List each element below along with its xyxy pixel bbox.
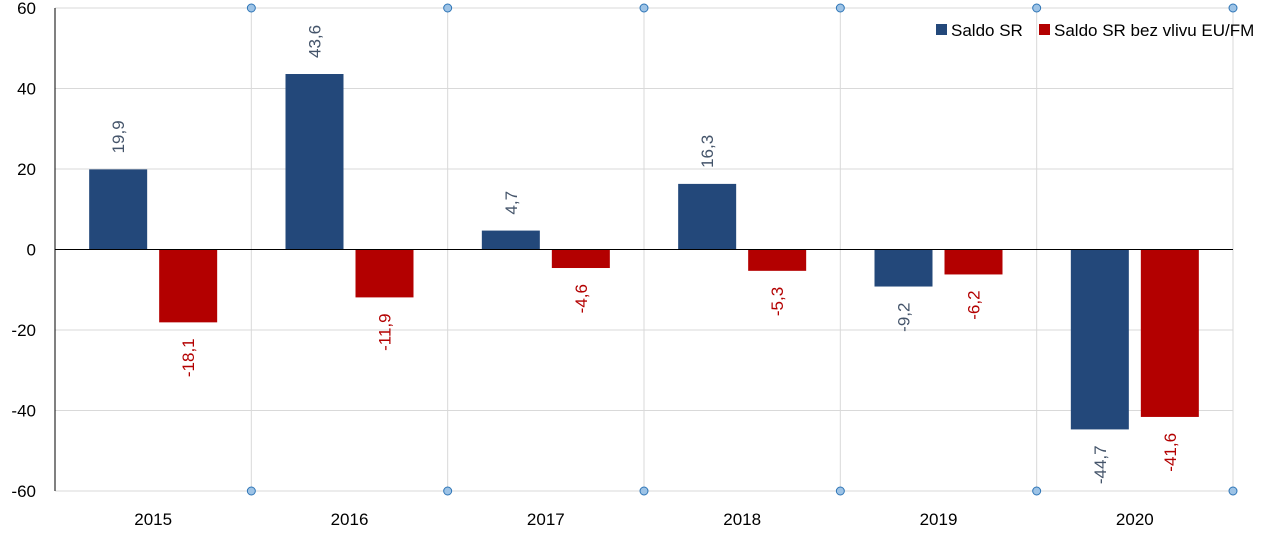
bar-saldo-sr-2019 — [874, 249, 933, 287]
gridline-marker — [443, 3, 453, 13]
bars — [89, 74, 1199, 430]
x-tick-label: 2016 — [331, 510, 369, 529]
gridline-marker — [443, 486, 453, 496]
data-label-saldo-sr-bez-vlivu-2016: -11,9 — [376, 313, 395, 351]
data-label-saldo-sr-bez-vlivu-2018: -5,3 — [768, 287, 787, 316]
bar-saldo-sr-bez-vlivu-2018 — [748, 249, 807, 271]
data-label-saldo-sr-bez-vlivu-2020: -41,6 — [1161, 433, 1180, 472]
data-label-saldo-sr-2016: 43,6 — [306, 25, 325, 58]
bar-saldo-sr-2020 — [1070, 249, 1129, 430]
y-tick-label: 20 — [17, 160, 36, 179]
data-labels: 19,9 43,6 4,7 16,3 -9,2 -44,7 -18,1 -11,9 -4,6 -5… — [109, 25, 1180, 484]
data-label-saldo-sr-bez-vlivu-2019: -6,2 — [965, 290, 984, 319]
bar-saldo-sr-bez-vlivu-2016 — [355, 249, 414, 298]
y-tick-label: 0 — [27, 241, 36, 260]
x-tick-label: 2015 — [134, 510, 172, 529]
x-tick-label: 2017 — [527, 510, 565, 529]
y-tick-label: -20 — [11, 321, 36, 340]
gridline-marker — [1228, 3, 1238, 13]
data-label-saldo-sr-2020: -44,7 — [1091, 445, 1110, 484]
gridline-marker — [639, 3, 649, 13]
gridline-marker — [1228, 486, 1238, 496]
x-tick-label: 2019 — [920, 510, 958, 529]
legend: Saldo SR Saldo SR bez vlivu EU/FM — [936, 21, 1254, 40]
y-tick-label: 60 — [17, 0, 36, 18]
data-label-saldo-sr-bez-vlivu-2017: -4,6 — [572, 284, 591, 313]
gridline-marker — [246, 486, 256, 496]
gridline-marker — [639, 486, 649, 496]
bar-saldo-sr-bez-vlivu-2017 — [551, 249, 610, 269]
axes: -60 -40 -20 0 20 40 60 2015 2016 2017 2018 2019 2020 — [11, 0, 1238, 529]
x-tick-label: 2018 — [723, 510, 761, 529]
data-label-saldo-sr-2019: -9,2 — [895, 303, 914, 332]
gridline-marker — [835, 3, 845, 13]
data-label-saldo-sr-2017: 4,7 — [502, 191, 521, 215]
legend-label-saldo-sr-bez-vlivu: Saldo SR bez vlivu EU/FM — [1054, 21, 1254, 40]
data-label-saldo-sr-2018: 16,3 — [698, 135, 717, 168]
legend-swatch-saldo-sr — [936, 24, 947, 35]
legend-label-saldo-sr: Saldo SR — [951, 21, 1023, 40]
gridline-marker — [1032, 3, 1042, 13]
bar-saldo-sr-2015 — [89, 169, 148, 250]
bar-saldo-sr-2017 — [481, 230, 540, 250]
gridline-marker — [246, 3, 256, 13]
data-label-saldo-sr-bez-vlivu-2015: -18,1 — [179, 338, 198, 377]
y-tick-label: -40 — [11, 402, 36, 421]
bar-saldo-sr-bez-vlivu-2020 — [1140, 249, 1199, 417]
bar-saldo-sr-bez-vlivu-2019 — [944, 249, 1003, 275]
bar-saldo-sr-2018 — [678, 183, 737, 250]
x-tick-label: 2020 — [1116, 510, 1154, 529]
legend-swatch-saldo-sr-bez-vlivu — [1039, 24, 1050, 35]
data-label-saldo-sr-2015: 19,9 — [109, 120, 128, 153]
bar-saldo-sr-bez-vlivu-2015 — [159, 249, 218, 323]
y-tick-label: -60 — [11, 482, 36, 501]
y-tick-label: 40 — [17, 80, 36, 99]
gridline-marker — [1032, 486, 1042, 496]
gridline-marker — [835, 486, 845, 496]
bar-saldo-sr-2016 — [285, 74, 344, 250]
